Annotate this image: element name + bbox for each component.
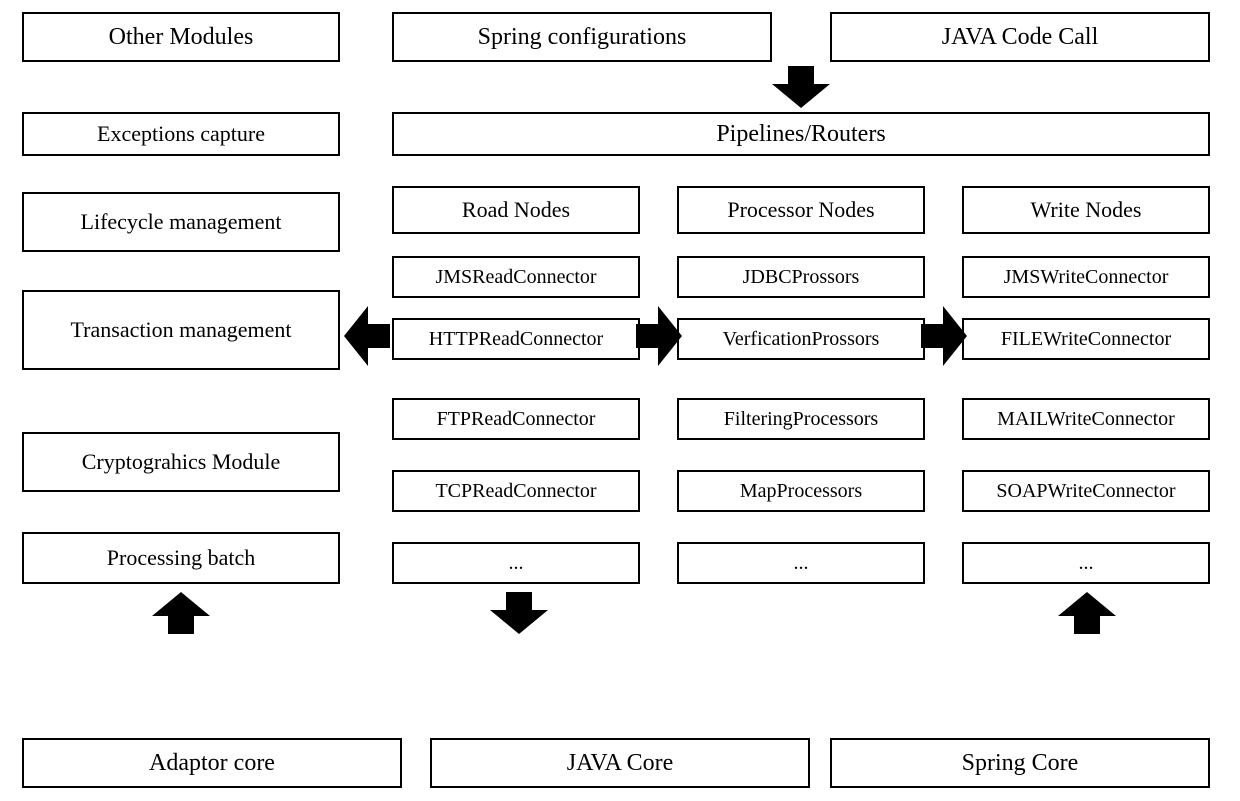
arrow-up-2-icon [1058,592,1116,634]
arrow-right-1-icon [636,306,682,366]
spring-core-box: Spring Core [830,738,1210,788]
adaptor-core-box: Adaptor core [22,738,402,788]
transaction-box: Transaction management [22,290,340,370]
lifecycle-label: Lifecycle management [81,209,282,235]
dots3-box: ... [962,542,1210,584]
map-proc-box: MapProcessors [677,470,925,512]
road-nodes-label: Road Nodes [462,197,570,223]
adaptor-core-label: Adaptor core [149,749,275,778]
exceptions-box: Exceptions capture [22,112,340,156]
soap-write-box: SOAPWriteConnector [962,470,1210,512]
java-core-box: JAVA Core [430,738,810,788]
soap-write-label: SOAPWriteConnector [996,479,1175,503]
arrow-down-2-icon [490,592,548,634]
road-nodes-header: Road Nodes [392,186,640,234]
filter-proc-label: FilteringProcessors [724,407,878,431]
processor-nodes-label: Processor Nodes [727,197,874,223]
jms-read-box: JMSReadConnector [392,256,640,298]
crypto-label: Cryptograhics Module [82,449,281,475]
ftp-read-label: FTPReadConnector [437,407,596,431]
pipelines-label: Pipelines/Routers [716,120,885,149]
dots2-label: ... [794,551,809,575]
write-nodes-header: Write Nodes [962,186,1210,234]
ftp-read-box: FTPReadConnector [392,398,640,440]
map-proc-label: MapProcessors [740,479,862,503]
arrow-down-icon [772,66,830,108]
spring-config-label: Spring configurations [478,23,687,52]
tcp-read-label: TCPReadConnector [435,479,596,503]
mail-write-box: MAILWriteConnector [962,398,1210,440]
dots1-box: ... [392,542,640,584]
arrow-up-icon [152,592,210,634]
jms-write-label: JMSWriteConnector [1004,265,1169,289]
batch-box: Processing batch [22,532,340,584]
dots3-label: ... [1079,551,1094,575]
jdbc-proc-box: JDBCProssors [677,256,925,298]
verif-proc-label: VerficationProssors [723,327,880,351]
java-call-box: JAVA Code Call [830,12,1210,62]
dots2-box: ... [677,542,925,584]
java-core-label: JAVA Core [567,749,673,778]
other-modules-label: Other Modules [109,23,254,52]
http-read-box: HTTPReadConnector [392,318,640,360]
crypto-box: Cryptograhics Module [22,432,340,492]
spring-config-box: Spring configurations [392,12,772,62]
exceptions-label: Exceptions capture [97,121,265,147]
lifecycle-box: Lifecycle management [22,192,340,252]
filter-proc-box: FilteringProcessors [677,398,925,440]
jdbc-proc-label: JDBCProssors [743,265,860,289]
http-read-label: HTTPReadConnector [429,327,603,351]
spring-core-label: Spring Core [962,749,1079,778]
mail-write-label: MAILWriteConnector [997,407,1175,431]
pipelines-box: Pipelines/Routers [392,112,1210,156]
processor-nodes-header: Processor Nodes [677,186,925,234]
jms-write-box: JMSWriteConnector [962,256,1210,298]
dots1-label: ... [509,551,524,575]
jms-read-label: JMSReadConnector [435,265,596,289]
batch-label: Processing batch [107,545,255,571]
arrow-right-2-icon [921,306,967,366]
file-write-label: FILEWriteConnector [1001,327,1171,351]
file-write-box: FILEWriteConnector [962,318,1210,360]
verif-proc-box: VerficationProssors [677,318,925,360]
write-nodes-label: Write Nodes [1031,197,1142,223]
transaction-label: Transaction management [71,317,292,343]
other-modules-box: Other Modules [22,12,340,62]
java-call-label: JAVA Code Call [942,23,1098,52]
arrow-left-icon [344,306,390,366]
tcp-read-box: TCPReadConnector [392,470,640,512]
